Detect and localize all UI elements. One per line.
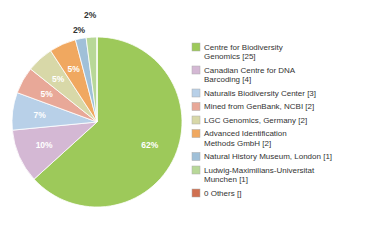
legend-label: LGC Genomics, Germany [2] [204, 116, 307, 125]
legend-label: Natural History Museum, London [1] [204, 152, 332, 161]
legend-item: Natural History Museum, London [1] [192, 152, 332, 161]
legend-label: Centre for BiodiversityGenomics [25] [204, 43, 283, 62]
legend-label-line: Canadian Centre for DNA [204, 66, 296, 75]
legend-swatch [192, 189, 200, 197]
legend-label-line: Natural History Museum, London [1] [204, 152, 332, 161]
legend-item: Naturalis Biodiversity Center [3] [192, 89, 316, 98]
legend-item: Advanced IdentificationMethods GmbH [2] [192, 129, 287, 148]
legend-swatch [192, 43, 200, 51]
legend-label-line: Methods GmbH [2] [204, 139, 271, 148]
legend-swatch [192, 66, 200, 74]
legend-item: LGC Genomics, Germany [2] [192, 116, 307, 125]
legend-item: Mined from GenBank, NCBI [2] [192, 102, 314, 111]
legend-label-line: Mined from GenBank, NCBI [2] [204, 102, 314, 111]
legend-swatch [192, 89, 200, 97]
chart: 62%10%7%5%5%5%2%2%Centre for Biodiversit… [0, 0, 380, 240]
legend-label-line: Centre for Biodiversity [204, 43, 283, 52]
legend-label-line: Munchen [1] [204, 175, 248, 184]
pie-slice [97, 37, 98, 122]
data-label: 62% [141, 140, 158, 150]
legend-label-line: Ludwig-Maximilians-Universitat [204, 166, 315, 175]
legend-label-line: LGC Genomics, Germany [2] [204, 116, 307, 125]
pie-slice [75, 38, 97, 122]
legend-item: 0 Others [] [192, 189, 241, 198]
legend-swatch [192, 166, 200, 174]
legend-label: Ludwig-Maximilians-UniversitatMunchen [1… [204, 166, 315, 185]
legend-label-line: Naturalis Biodiversity Center [3] [204, 89, 316, 98]
legend-label-line: Genomics [25] [204, 52, 256, 61]
legend-label-line: 0 Others [] [204, 189, 241, 198]
pie-slice [12, 122, 97, 179]
data-label: 5% [52, 74, 65, 84]
legend-swatch [192, 116, 200, 124]
data-label: 2% [84, 10, 97, 20]
legend-label-line: Barcoding [4] [204, 75, 251, 84]
legend-label: Mined from GenBank, NCBI [2] [204, 102, 314, 111]
data-label: 5% [40, 89, 53, 99]
legend-swatch [192, 103, 200, 111]
legend: Centre for BiodiversityGenomics [25] Cana… [192, 43, 332, 198]
legend-item: Canadian Centre for DNABarcoding [4] [192, 66, 296, 85]
data-label: 10% [36, 140, 53, 150]
pie-slice [86, 37, 97, 122]
legend-label: Advanced IdentificationMethods GmbH [2] [204, 129, 287, 148]
legend-label: 0 Others [] [204, 189, 241, 198]
legend-swatch [192, 153, 200, 161]
data-label: 7% [34, 110, 47, 120]
legend-item: Centre for BiodiversityGenomics [25] [192, 43, 283, 62]
data-label: 5% [67, 64, 80, 74]
legend-label-line: Advanced Identification [204, 129, 287, 138]
data-label: 2% [73, 25, 86, 35]
legend-swatch [192, 130, 200, 138]
pie: 62%10%7%5%5%5%2%2% [12, 10, 182, 207]
legend-label: Canadian Centre for DNABarcoding [4] [204, 66, 296, 85]
legend-label: Naturalis Biodiversity Center [3] [204, 89, 316, 98]
legend-item: Ludwig-Maximilians-UniversitatMunchen [1… [192, 166, 315, 185]
